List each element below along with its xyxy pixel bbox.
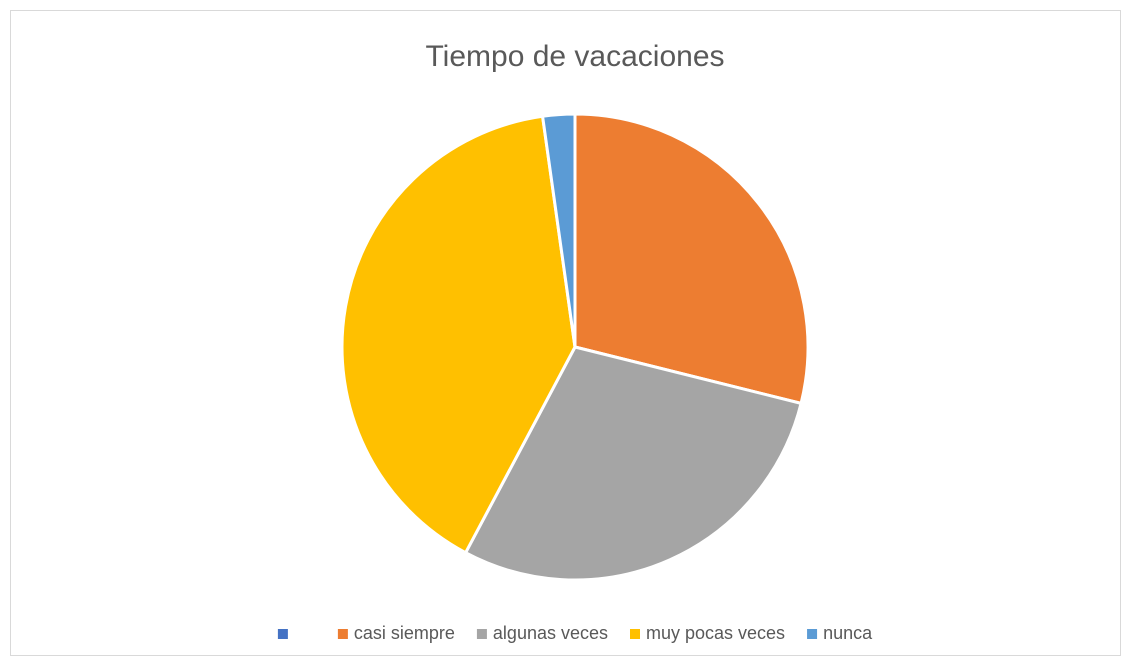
legend-marker: [630, 629, 640, 639]
pie-slice: [541, 112, 577, 349]
legend-label: nunca: [823, 623, 873, 643]
legend-marker: [277, 629, 288, 639]
legend-label: algunas veces: [493, 623, 608, 643]
legend-marker: [476, 629, 487, 639]
chart-title: Tiempo de vacaciones: [425, 40, 724, 73]
legend-label: casi siempre: [354, 623, 455, 643]
pie-slice: [464, 345, 803, 582]
legend-label: muy pocas veces: [646, 623, 785, 643]
pie-slice: [573, 112, 810, 405]
pie-slice: [340, 114, 577, 555]
legend-marker: [807, 629, 818, 639]
legend-marker: [337, 629, 348, 639]
